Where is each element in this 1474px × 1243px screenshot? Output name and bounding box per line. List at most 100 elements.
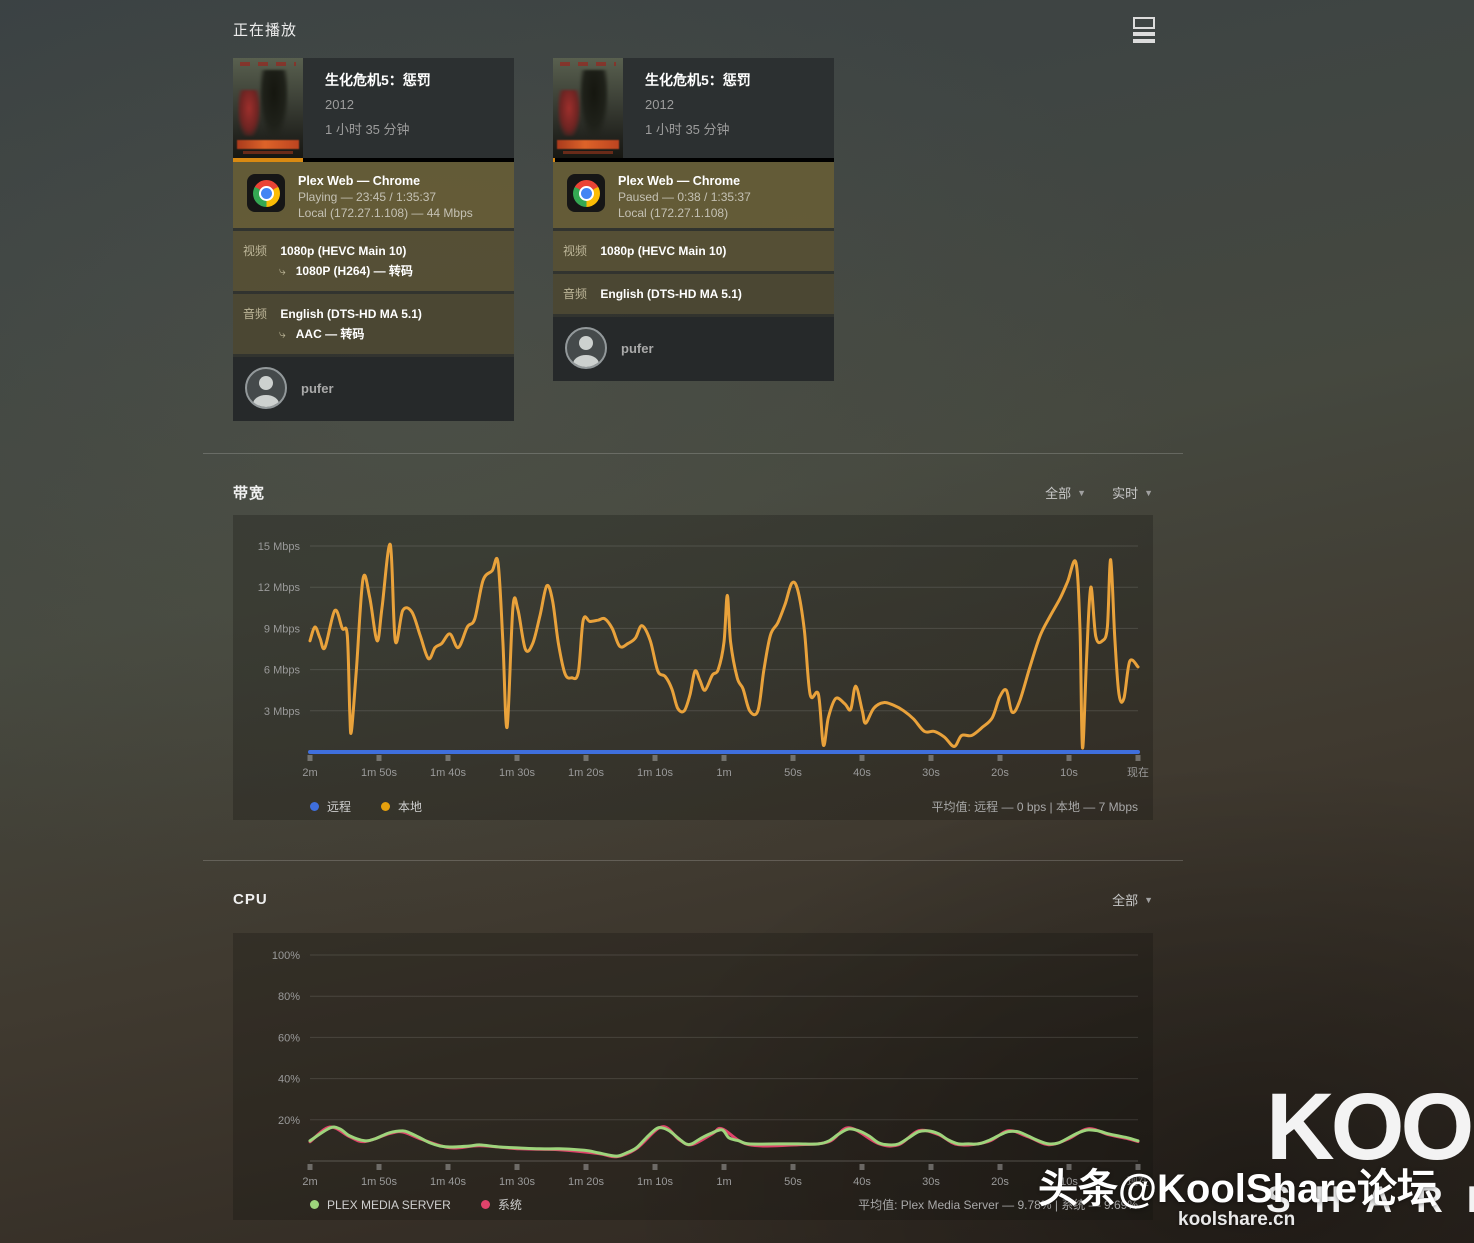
cpu-filter-all-dropdown[interactable]: 全部 ▼ [1112, 893, 1153, 908]
user-name: pufer [301, 380, 334, 396]
svg-text:1m 30s: 1m 30s [499, 767, 536, 779]
bandwidth-average-text: 平均值: 远程 — 0 bps | 本地 — 7 Mbps [931, 800, 1139, 814]
card-top: 生化危机5：惩罚 2012 1 小时 35 分钟 [553, 58, 834, 158]
svg-text:50s: 50s [784, 767, 802, 779]
user-avatar [245, 367, 287, 409]
network-info: Local (172.27.1.108) [618, 206, 729, 220]
svg-text:40s: 40s [853, 1176, 871, 1188]
svg-text:1m 20s: 1m 20s [568, 1176, 605, 1188]
svg-text:9 Mbps: 9 Mbps [264, 623, 301, 635]
svg-text:1m 50s: 1m 50s [361, 767, 398, 779]
chevron-down-icon: ▼ [1144, 487, 1153, 498]
svg-text:现在: 现在 [1127, 1175, 1149, 1188]
section-divider [203, 453, 1183, 454]
audio-source: English (DTS-HD MA 5.1) [600, 287, 742, 301]
bandwidth-chart: 3 Mbps 6 Mbps 9 Mbps 12 Mbps 15 Mbps 2m 1m 50s… [233, 515, 1153, 820]
svg-text:40%: 40% [278, 1074, 300, 1086]
cpu-chart-panel: 20% 40% 60% 80% 100% 2m 1m 50s 1m 40s 1m 30s 1m 2… [233, 933, 1153, 1220]
session-card: 生化危机5：惩罚 2012 1 小时 35 分钟 Plex Web — Chro… [553, 58, 834, 381]
legend-remote: 远程 [310, 798, 351, 815]
svg-text:20s: 20s [991, 1176, 1009, 1188]
svg-text:40s: 40s [853, 767, 871, 779]
list-view-toggle-icon[interactable] [1133, 17, 1155, 43]
playback-progress-bar [233, 158, 514, 162]
svg-text:1m: 1m [716, 767, 731, 779]
svg-text:现在: 现在 [1127, 766, 1149, 779]
chevron-down-icon: ▼ [1144, 894, 1153, 905]
video-stream-row: 视频 1080p (HEVC Main 10) 1080P (H264) — 转… [233, 231, 514, 291]
cpu-title: CPU [233, 891, 268, 908]
svg-text:10s: 10s [1060, 767, 1078, 779]
svg-text:1m 10s: 1m 10s [637, 1176, 674, 1188]
playback-status: Paused — 0:38 / 1:35:37 [618, 190, 751, 204]
media-year: 2012 [325, 97, 354, 112]
svg-text:30s: 30s [922, 1176, 940, 1188]
bandwidth-filter-realtime-dropdown[interactable]: 实时 ▼ [1112, 486, 1153, 501]
bandwidth-section-header: 带宽 全部 ▼ 实时 ▼ [233, 482, 1153, 503]
playback-status: Playing — 23:45 / 1:35:37 [298, 190, 437, 204]
svg-text:80%: 80% [278, 991, 300, 1003]
poster-image[interactable] [233, 58, 303, 158]
svg-text:2m: 2m [302, 1176, 317, 1188]
legend-plex-media-server: PLEX MEDIA SERVER [310, 1198, 451, 1212]
svg-text:6 Mbps: 6 Mbps [264, 665, 301, 677]
audio-source: English (DTS-HD MA 5.1) [280, 307, 422, 321]
video-source: 1080p (HEVC Main 10) [600, 244, 727, 258]
poster-image[interactable] [553, 58, 623, 158]
svg-text:10s: 10s [1060, 1176, 1078, 1188]
player-row: Plex Web — Chrome Playing — 23:45 / 1:35… [233, 162, 514, 228]
bandwidth-title: 带宽 [233, 485, 266, 502]
local-legend-dot [381, 802, 391, 811]
svg-text:2m: 2m [302, 767, 317, 779]
media-duration: 1 小时 35 分钟 [645, 122, 730, 137]
svg-text:1m 40s: 1m 40s [430, 767, 467, 779]
svg-text:30s: 30s [922, 767, 940, 779]
remote-legend-dot [310, 802, 319, 811]
audio-stream-row: 音频 English (DTS-HD MA 5.1) [553, 274, 834, 314]
user-row: pufer [553, 317, 834, 381]
cpu-chart: 20% 40% 60% 80% 100% 2m 1m 50s 1m 40s 1m 30s 1m 2… [233, 933, 1153, 1220]
video-source: 1080p (HEVC Main 10) [280, 244, 407, 258]
user-avatar [565, 327, 607, 369]
plex-legend-dot [310, 1200, 319, 1209]
svg-text:1m 10s: 1m 10s [637, 767, 674, 779]
player-name: Plex Web — Chrome [618, 174, 741, 188]
video-label: 视频 [243, 244, 268, 258]
media-duration: 1 小时 35 分钟 [325, 122, 410, 137]
svg-text:1m 20s: 1m 20s [568, 767, 605, 779]
audio-stream-row: 音频 English (DTS-HD MA 5.1) AAC — 转码 [233, 294, 514, 354]
audio-label: 音频 [563, 287, 588, 301]
bandwidth-chart-panel: 3 Mbps 6 Mbps 9 Mbps 12 Mbps 15 Mbps 2m 1m 50s… [233, 515, 1153, 820]
svg-text:15 Mbps: 15 Mbps [258, 541, 301, 553]
media-title[interactable]: 生化危机5：惩罚 [325, 72, 431, 88]
media-title[interactable]: 生化危机5：惩罚 [645, 72, 751, 88]
player-name: Plex Web — Chrome [298, 174, 421, 188]
section-divider [203, 860, 1183, 861]
svg-text:12 Mbps: 12 Mbps [258, 582, 301, 594]
player-row: Plex Web — Chrome Paused — 0:38 / 1:35:3… [553, 162, 834, 228]
legend-local: 本地 [381, 798, 422, 815]
user-name: pufer [621, 340, 654, 356]
bandwidth-filter-all-dropdown[interactable]: 全部 ▼ [1045, 486, 1087, 501]
video-transcode: 1080P (H264) — 转码 [279, 261, 504, 281]
chevron-down-icon: ▼ [1077, 487, 1087, 498]
video-label: 视频 [563, 244, 588, 258]
svg-text:60%: 60% [278, 1032, 300, 1044]
card-top: 生化危机5：惩罚 2012 1 小时 35 分钟 [233, 58, 514, 158]
playback-progress-bar [553, 158, 834, 162]
audio-transcode: AAC — 转码 [279, 324, 504, 344]
page-title: 正在播放 [233, 22, 298, 39]
cpu-average-text: 平均值: Plex Media Server — 9.78% | 系统 — 9.… [858, 1198, 1138, 1212]
chrome-icon [567, 174, 605, 212]
watermark-site: koolshare.cn [1178, 1209, 1296, 1230]
legend-system: 系统 [480, 1196, 522, 1213]
svg-text:1m 40s: 1m 40s [430, 1176, 467, 1188]
system-legend-dot [480, 1200, 490, 1209]
session-card: 生化危机5：惩罚 2012 1 小时 35 分钟 Plex Web — Chro… [233, 58, 514, 421]
video-stream-row: 视频 1080p (HEVC Main 10) [553, 231, 834, 271]
svg-text:20%: 20% [278, 1115, 300, 1127]
cpu-section-header: CPU 全部 ▼ [233, 890, 1153, 909]
chrome-icon [247, 174, 285, 212]
svg-text:1m 50s: 1m 50s [361, 1176, 398, 1188]
